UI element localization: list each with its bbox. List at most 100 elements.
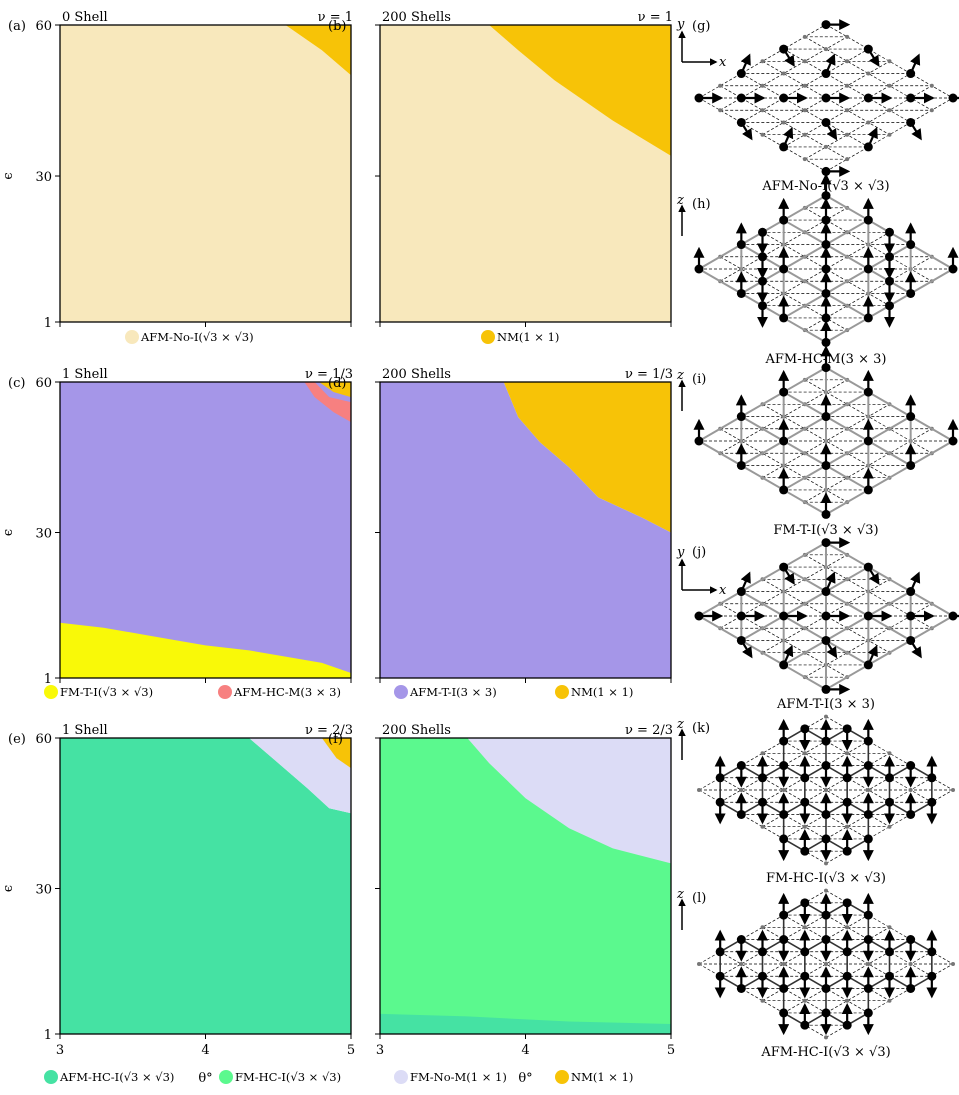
x-tick-label: 5 xyxy=(667,1043,675,1058)
bond xyxy=(825,615,869,642)
lattice-site xyxy=(845,132,850,137)
bond xyxy=(740,440,785,467)
region-fm-hc-i xyxy=(380,738,671,1034)
spin-arrow xyxy=(740,53,751,74)
spin-arrow xyxy=(824,571,836,592)
spin-arrow xyxy=(825,121,838,141)
y-tick-label: 1 xyxy=(44,672,52,687)
panel-label: (a) xyxy=(8,19,26,34)
bond xyxy=(783,639,827,666)
bond xyxy=(910,590,954,617)
bond xyxy=(783,292,827,319)
lattice-site xyxy=(802,751,807,756)
bond xyxy=(825,317,869,344)
lattice-site xyxy=(824,47,828,52)
legend-b: NM(1 × 1) xyxy=(481,330,559,344)
panel-label: (b) xyxy=(328,19,346,34)
bond xyxy=(783,464,827,491)
spin-arrow xyxy=(867,48,880,67)
legend-c: FM-T-I(√3 × √3) AFM-HC-M(3 × 3) xyxy=(44,685,341,699)
spin-arrow xyxy=(909,639,922,659)
lattice-site xyxy=(824,861,828,866)
legend-f: FM-HC-I(√3 × √3) FM-No-M(1 × 1) NM(1 × 1) xyxy=(219,1070,633,1084)
bond xyxy=(783,615,827,642)
bond xyxy=(825,566,869,593)
bond xyxy=(825,415,869,442)
bond xyxy=(867,464,912,491)
lattice-panel-label: (i) xyxy=(692,372,706,387)
lattice-site xyxy=(760,998,765,1003)
legend-swatch xyxy=(394,1070,408,1084)
bond xyxy=(783,440,827,467)
legend-label: NM(1 × 1) xyxy=(571,1070,633,1084)
lattice-site xyxy=(802,83,807,88)
panel-title: 1 Shell xyxy=(62,723,108,738)
lattice-site xyxy=(824,788,828,792)
region-afm-t-i xyxy=(60,382,351,678)
region-nm xyxy=(489,25,671,156)
lattice-panel-label: (k) xyxy=(692,721,710,736)
panel-b: 200 Shells ν = 1 (b) xyxy=(328,10,673,327)
lattice-site xyxy=(866,71,871,76)
y-tick-label: 30 xyxy=(35,527,52,542)
legend-label: AFM-No-I(√3 × √3) xyxy=(140,330,254,344)
bond xyxy=(698,590,742,617)
bond xyxy=(867,440,912,467)
lattice-site xyxy=(887,824,892,829)
legend-swatch xyxy=(218,685,232,699)
bond xyxy=(740,615,785,642)
bond xyxy=(910,440,954,467)
region-afm-hc-i xyxy=(380,1013,671,1034)
panel-filling: ν = 1 xyxy=(638,10,673,25)
bond xyxy=(783,664,827,691)
lattice-panel-label: (g) xyxy=(692,19,710,34)
panel-filling: ν = 1/3 xyxy=(305,367,353,382)
lattice-site xyxy=(866,120,871,125)
region-afm-hc-m xyxy=(304,382,351,423)
lattice-site xyxy=(845,157,850,162)
legend-e: AFM-HC-I(√3 × √3) xyxy=(44,1070,174,1084)
lattice-caption: FM-HC-I(√3 × √3) xyxy=(766,871,886,886)
bond xyxy=(867,615,912,642)
legend-label: AFM-HC-M(3 × 3) xyxy=(233,685,341,699)
lattice-site xyxy=(697,788,701,792)
lattice-site xyxy=(887,108,892,113)
lattice-site xyxy=(718,83,723,88)
region-nm xyxy=(319,382,351,398)
bond xyxy=(825,489,869,516)
axis-label: z xyxy=(676,193,684,208)
lattice-site xyxy=(887,132,892,137)
bond xyxy=(910,243,954,270)
lattice-site xyxy=(845,108,850,113)
lattice-site xyxy=(887,998,892,1003)
region-afm-no-i xyxy=(380,25,671,322)
lattice-site xyxy=(866,962,871,966)
panel-label: (d) xyxy=(328,376,346,391)
spin-arrow xyxy=(909,53,921,74)
bond xyxy=(825,194,869,221)
region-fm-no-m xyxy=(249,738,351,814)
lattice-site xyxy=(781,71,786,76)
bond xyxy=(740,415,785,442)
legend-swatch xyxy=(125,330,139,344)
bond xyxy=(910,615,954,642)
panel-f: 200 Shells ν = 2/3 (f) 3 4 5 θ° xyxy=(328,723,675,1086)
legend-label: AFM-HC-I(√3 × √3) xyxy=(59,1070,174,1084)
bond xyxy=(825,590,869,617)
lattice-2: z (i) FM-T-I(√3 × √3) xyxy=(676,345,959,538)
axis-label: z xyxy=(676,887,684,902)
y-axis-label: ϵ xyxy=(1,885,16,892)
bond xyxy=(825,292,869,319)
bond xyxy=(783,366,827,393)
panel-title: 200 Shells xyxy=(382,10,451,25)
bond xyxy=(825,243,869,270)
panel-title: 1 Shell xyxy=(62,367,108,382)
panel-e: 1 Shell ν = 2/3 (e) 1 30 60 ϵ 3 4 5 θ° xyxy=(1,723,355,1086)
panel-label: (c) xyxy=(8,376,25,391)
legend-swatch xyxy=(555,685,569,699)
spin-arrow xyxy=(782,566,795,585)
lattice-site xyxy=(718,108,723,113)
bond xyxy=(783,415,827,442)
lattice-site xyxy=(824,144,828,149)
